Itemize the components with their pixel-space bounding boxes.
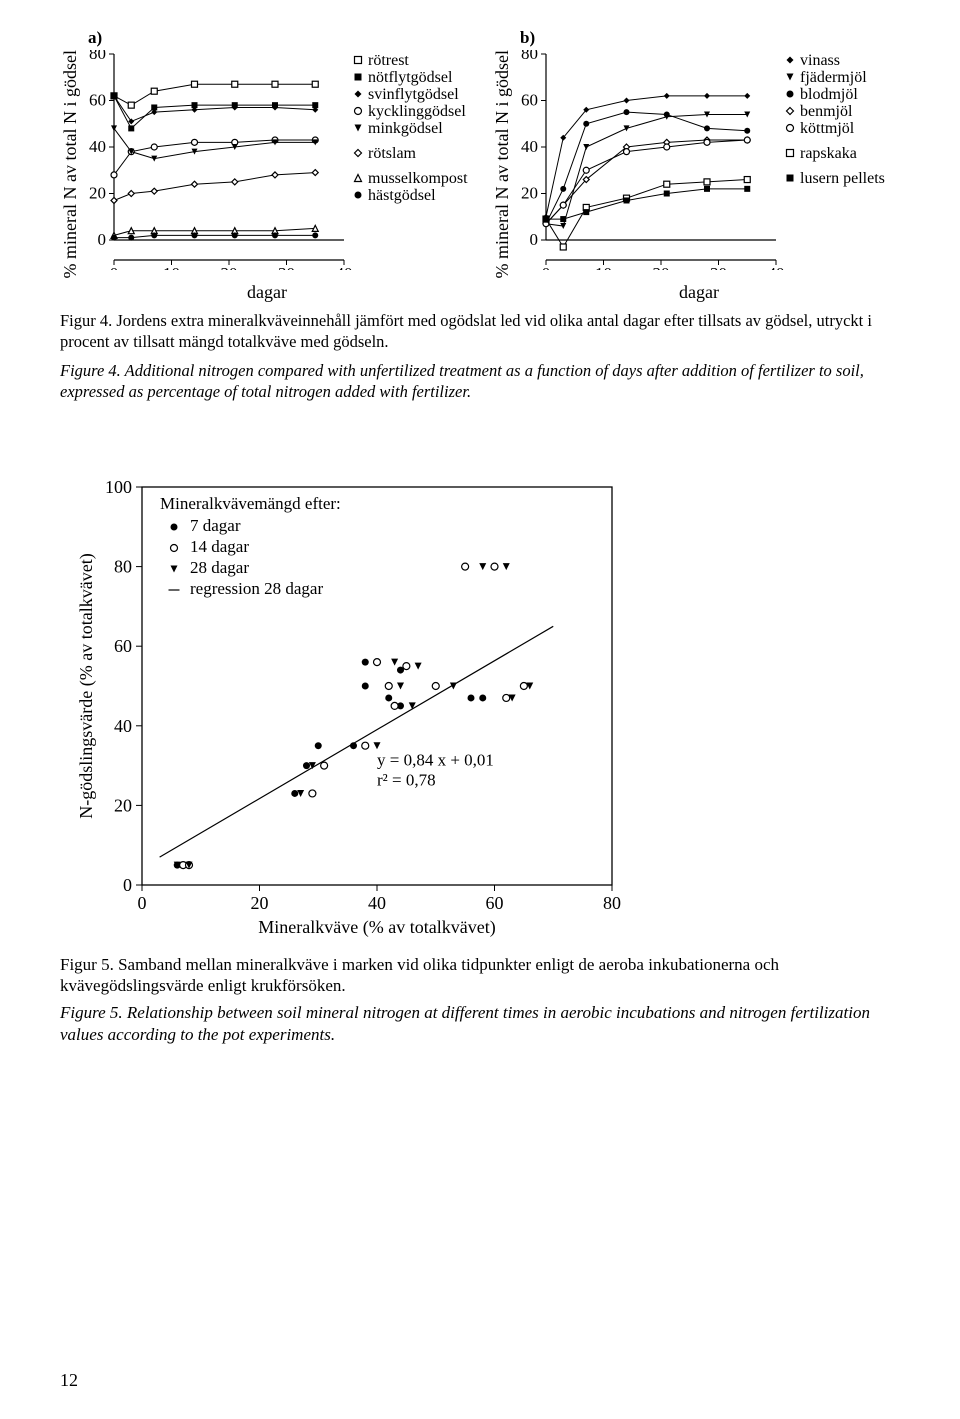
svg-text:0: 0 [123,875,132,895]
figure4b-letter: b) [520,28,535,48]
svg-text:Mineralkvävemängd efter:: Mineralkvävemängd efter: [160,494,341,513]
svg-text:nötflytgödsel: nötflytgödsel [368,69,453,86]
svg-text:köttmjöl: köttmjöl [800,120,855,137]
svg-text:benmjöl: benmjöl [800,103,853,120]
figure4a-letter: a) [88,28,102,48]
figure4b-chart: 0 20 40 60 80 0 10 20 30 40 vinassfjädermjölblodmj… [516,50,906,270]
svg-text:0: 0 [138,893,147,913]
svg-text:40: 40 [336,264,353,270]
figure5-caption-sv: Figur 5. Samband mellan mineralkväve i m… [60,954,900,997]
svg-text:0: 0 [110,264,119,270]
svg-text:0: 0 [98,230,107,249]
svg-text:30: 30 [710,264,727,270]
svg-text:hästgödsel: hästgödsel [368,187,436,204]
svg-text:kycklinggödsel: kycklinggödsel [368,103,466,120]
page-number: 12 [60,1370,78,1391]
svg-text:40: 40 [368,893,386,913]
svg-text:40: 40 [114,715,132,735]
svg-text:blodmjöl: blodmjöl [800,86,858,103]
svg-text:lusern pellets: lusern pellets [800,170,885,187]
svg-text:fjädermjöl: fjädermjöl [800,69,867,86]
svg-text:20: 20 [114,795,132,815]
svg-text:r² = 0,78: r² = 0,78 [377,770,436,789]
svg-text:Mineralkväve (% av totalkvävet: Mineralkväve (% av totalkvävet) [258,917,495,938]
svg-text:rötrest: rötrest [368,52,409,69]
figure4-caption-sv: Figur 4. Jordens extra mineralkväveinneh… [60,311,900,353]
svg-text:30: 30 [278,264,295,270]
svg-text:N-gödslingsvärde (% av totalkv: N-gödslingsvärde (% av totalkvävet) [76,553,97,818]
svg-text:60: 60 [486,893,504,913]
figure4a-xlabel: dagar [247,282,287,303]
figure4b-xlabel: dagar [679,282,719,303]
svg-text:80: 80 [89,50,106,63]
svg-text:y = 0,84 x + 0,01: y = 0,84 x + 0,01 [377,750,494,769]
svg-text:80: 80 [114,556,132,576]
svg-text:rötslam: rötslam [368,145,417,162]
svg-text:7 dagar: 7 dagar [190,516,241,535]
svg-text:svinflytgödsel: svinflytgödsel [368,86,459,103]
svg-text:musselkompost: musselkompost [368,170,468,187]
figure4b-ylabel: % mineral N av total N i gödsel [492,50,513,278]
svg-text:60: 60 [521,91,538,110]
svg-text:10: 10 [595,264,612,270]
svg-text:60: 60 [114,636,132,656]
svg-text:rapskaka: rapskaka [800,145,857,162]
svg-text:40: 40 [521,137,538,156]
figure4-caption-en: Figure 4. Additional nitrogen compared w… [60,361,900,403]
svg-text:0: 0 [530,230,539,249]
figure4a-ylabel: % mineral N av total N i gödsel [60,50,81,278]
svg-text:20: 20 [653,264,670,270]
svg-text:28 dagar: 28 dagar [190,558,249,577]
svg-text:20: 20 [221,264,238,270]
svg-text:100: 100 [105,477,132,497]
svg-text:40: 40 [89,137,106,156]
svg-text:10: 10 [163,264,180,270]
figure5-chart: 0 20 40 60 80 0 20 40 60 80 100 Mineralkväve (% av … [72,473,632,943]
svg-text:20: 20 [251,893,269,913]
figure4a-chart: 0 20 40 60 80 0 10 20 30 40 rötrestnötflytgödselsv… [84,50,474,270]
figure4-panel-b: b) % mineral N av total N i gödsel 0 20 40… [492,28,906,303]
svg-text:vinass: vinass [800,52,840,69]
svg-text:14 dagar: 14 dagar [190,537,249,556]
svg-text:40: 40 [768,264,785,270]
svg-text:regression 28 dagar: regression 28 dagar [190,579,323,598]
svg-text:0: 0 [542,264,551,270]
svg-text:20: 20 [89,184,106,203]
svg-text:80: 80 [603,893,621,913]
figure4-panel-a: a) % mineral N av total N i gödsel 0 20 40… [60,28,474,303]
figure5-caption-en: Figure 5. Relationship between soil mine… [60,1002,900,1045]
svg-text:minkgödsel: minkgödsel [368,120,443,137]
figure5-block: 0 20 40 60 80 0 20 40 60 80 100 Mineralkväve (% av … [60,473,900,1046]
figure4-row: a) % mineral N av total N i gödsel 0 20 40… [60,28,900,303]
svg-text:80: 80 [521,50,538,63]
svg-text:20: 20 [521,184,538,203]
svg-text:60: 60 [89,91,106,110]
